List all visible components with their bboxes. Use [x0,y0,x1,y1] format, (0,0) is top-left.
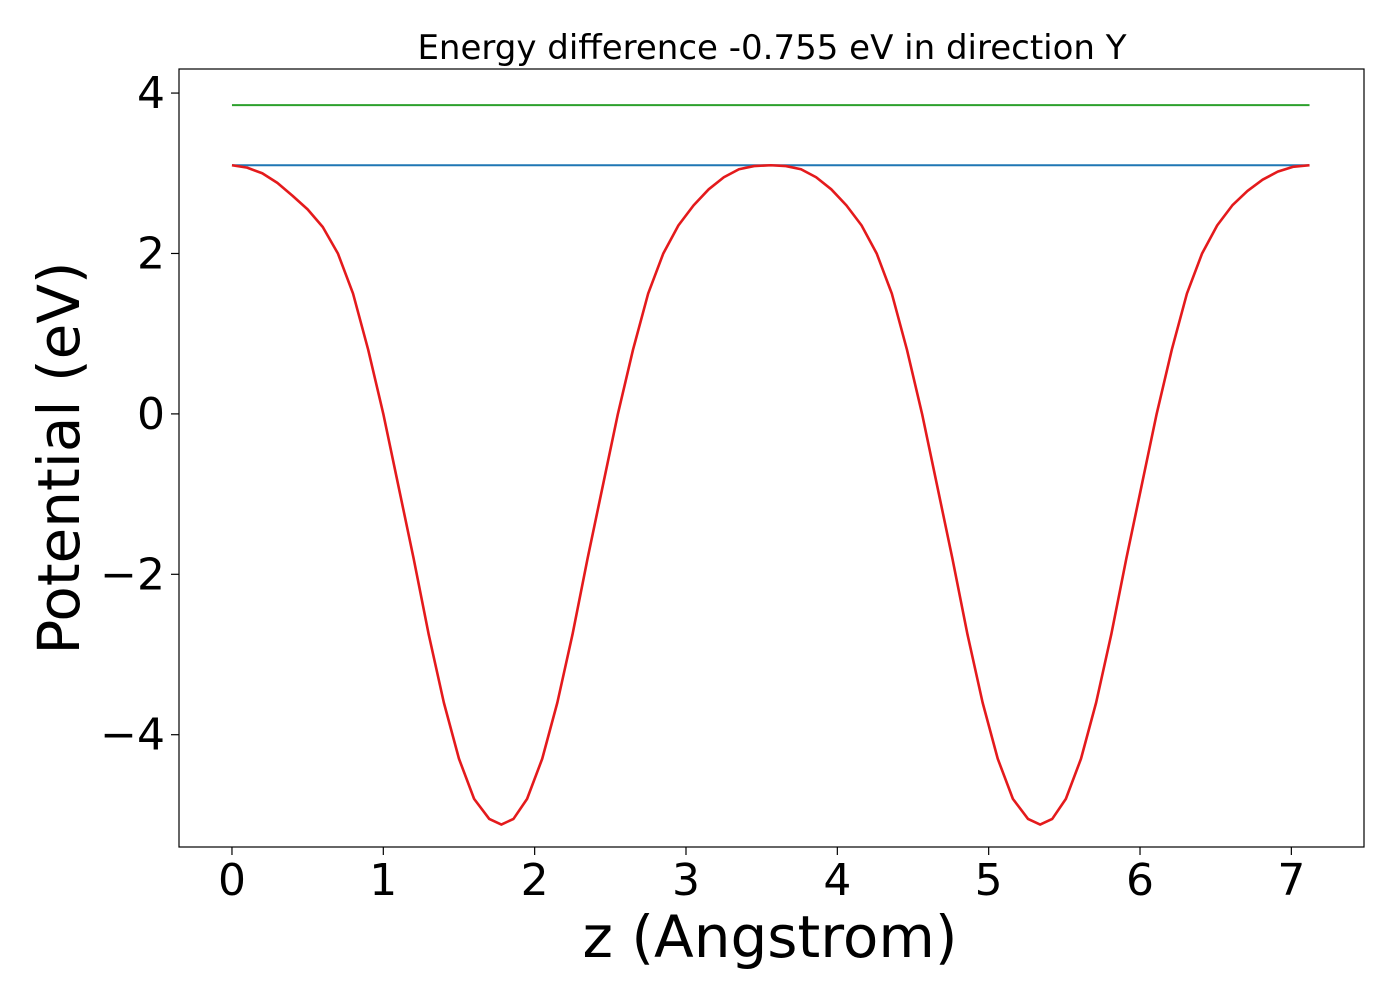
x-tick-label: 4 [823,855,851,906]
y-tick-label: 0 [137,389,165,440]
y-tick-label: −4 [100,710,165,761]
y-axis-ticks: 4 2 0 −2 −4 [100,68,179,761]
y-tick-label: 2 [137,228,165,279]
y-tick-label: 4 [137,68,165,119]
x-tick-label: 6 [1126,855,1154,906]
chart-title: Energy difference -0.755 eV in direction… [417,28,1126,68]
x-tick-label: 2 [521,855,549,906]
x-tick-label: 5 [975,855,1003,906]
y-axis-label: Potential (eV) [25,261,93,654]
x-tick-label: 0 [218,855,246,906]
x-tick-label: 7 [1277,855,1305,906]
series-line-potential [231,163,1310,826]
series-layer [231,104,1310,826]
y-tick-label: −2 [100,549,165,600]
x-axis-label: z (Angstrom) [583,903,958,971]
plot-frame [178,68,1365,848]
x-tick-label: 1 [369,855,397,906]
x-axis-ticks: 0 1 2 3 4 5 6 7 [218,847,1305,906]
x-tick-label: 3 [672,855,700,906]
